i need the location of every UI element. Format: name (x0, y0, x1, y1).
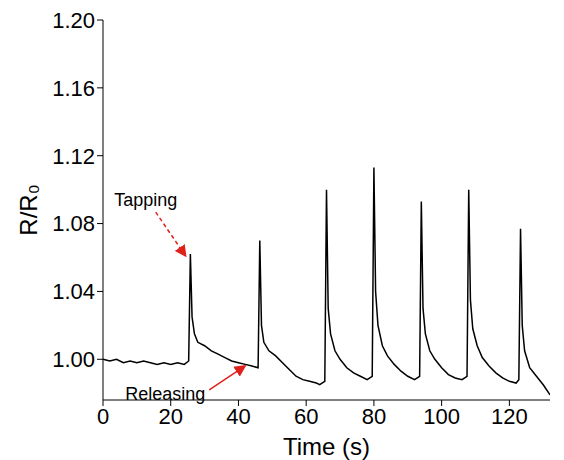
svg-text:1.16: 1.16 (52, 76, 95, 101)
svg-text:100: 100 (423, 404, 460, 429)
svg-text:1.04: 1.04 (52, 279, 95, 304)
svg-text:80: 80 (362, 404, 386, 429)
svg-text:60: 60 (294, 404, 318, 429)
svg-text:120: 120 (491, 404, 528, 429)
svg-text:Tapping: Tapping (114, 190, 177, 210)
svg-text:1.20: 1.20 (52, 8, 95, 33)
svg-text:1.12: 1.12 (52, 144, 95, 169)
svg-text:40: 40 (226, 404, 250, 429)
svg-text:1.08: 1.08 (52, 211, 95, 236)
svg-text:20: 20 (158, 404, 182, 429)
svg-text:R/R₀: R/R₀ (15, 184, 42, 235)
svg-text:1.00: 1.00 (52, 347, 95, 372)
svg-text:0: 0 (97, 404, 109, 429)
svg-text:Time (s): Time (s) (283, 433, 370, 460)
svg-text:Releasing: Releasing (125, 384, 205, 404)
